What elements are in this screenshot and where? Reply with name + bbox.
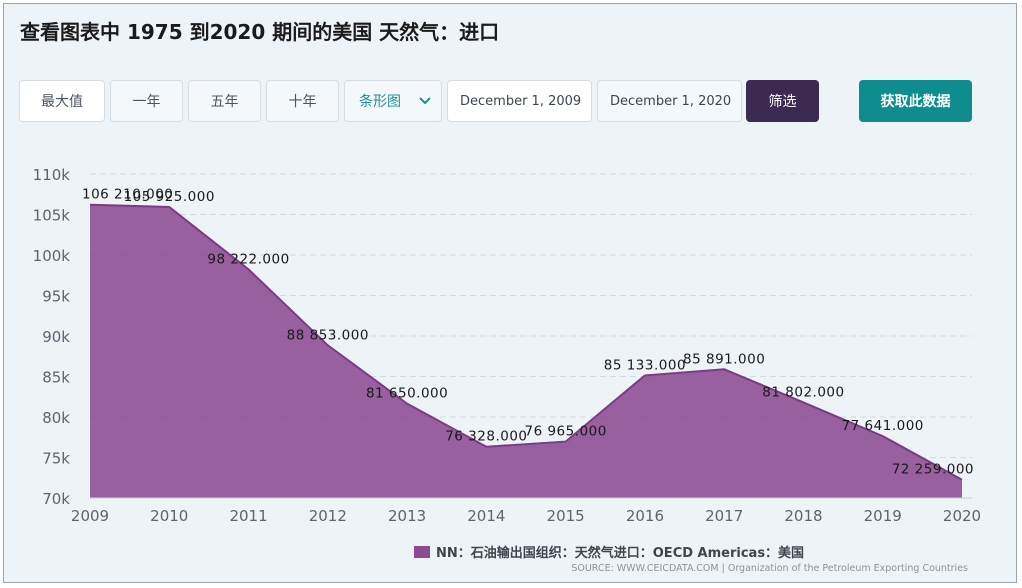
range-max-button[interactable]: 最大值	[19, 80, 105, 122]
data-label: 76 328.000	[445, 429, 527, 445]
y-tick-label: 80k	[42, 409, 70, 427]
data-label: 85 891.000	[683, 351, 765, 367]
y-tick-label: 75k	[42, 450, 70, 468]
page-title: 查看图表中 1975 到2020 期间的美国 天然气：进口	[20, 20, 500, 44]
chart-type-select[interactable]: 条形图	[344, 80, 442, 122]
x-tick-label: 2016	[626, 507, 664, 525]
x-tick-label: 2018	[784, 507, 822, 525]
y-tick-label: 110k	[33, 166, 71, 184]
data-label: 106 210.000	[82, 187, 173, 203]
data-label: 81 650.000	[366, 386, 448, 402]
chart-type-value: 条形图	[359, 94, 401, 110]
x-tick-label: 2012	[309, 507, 347, 525]
range-10y-button[interactable]: 十年	[266, 80, 339, 122]
y-tick-label: 100k	[33, 247, 71, 265]
data-label: 72 259.000	[892, 462, 974, 478]
legend-label: NN：石油输出国组织：天然气进口：OECD Americas：美国	[436, 546, 805, 561]
end-date-input[interactable]: December 1, 2020	[597, 80, 742, 122]
data-label: 88 853.000	[287, 327, 369, 343]
x-tick-label: 2020	[943, 507, 981, 525]
data-label: 98 222.000	[207, 251, 289, 267]
data-label: 105 925.000	[124, 189, 215, 205]
y-tick-label: 90k	[42, 328, 70, 346]
get-data-button[interactable]: 获取此数据	[859, 80, 972, 122]
source-note: SOURCE: WWW.CEICDATA.COM | Organization …	[571, 563, 968, 574]
y-tick-label: 85k	[42, 369, 70, 387]
range-5y-button[interactable]: 五年	[188, 80, 261, 122]
filter-button[interactable]: 筛选	[746, 80, 819, 122]
range-1y-button[interactable]: 一年	[110, 80, 183, 122]
data-label: 76 965.000	[524, 424, 606, 440]
x-tick-label: 2015	[547, 507, 585, 525]
data-label: 85 133.000	[604, 357, 686, 373]
x-tick-label: 2013	[388, 507, 426, 525]
chevron-down-icon	[419, 93, 431, 109]
x-tick-label: 2009	[71, 507, 109, 525]
x-tick-label: 2019	[864, 507, 902, 525]
legend: NN：石油输出国组织：天然气进口：OECD Americas：美国	[414, 542, 804, 561]
series-area	[90, 204, 962, 498]
data-label: 77 641.000	[842, 418, 924, 434]
series-line	[89, 203, 963, 481]
chart-panel: 查看图表中 1975 到2020 期间的美国 天然气：进口 最大值 一年 五年 …	[3, 3, 1017, 583]
start-date-input[interactable]: December 1, 2009	[447, 80, 592, 122]
x-tick-label: 2017	[705, 507, 743, 525]
x-tick-label: 2014	[467, 507, 505, 525]
y-tick-label: 105k	[33, 207, 71, 225]
y-tick-label: 95k	[42, 288, 70, 306]
area-chart: 70k 75k 80k 85k 90k 95k 100k 105k 110k 2009 2010 20…	[33, 166, 981, 525]
x-tick-label: 2011	[229, 507, 267, 525]
x-tick-label: 2010	[150, 507, 188, 525]
legend-swatch	[414, 545, 430, 558]
data-label: 81 802.000	[762, 384, 844, 400]
y-tick-label: 70k	[42, 490, 70, 508]
